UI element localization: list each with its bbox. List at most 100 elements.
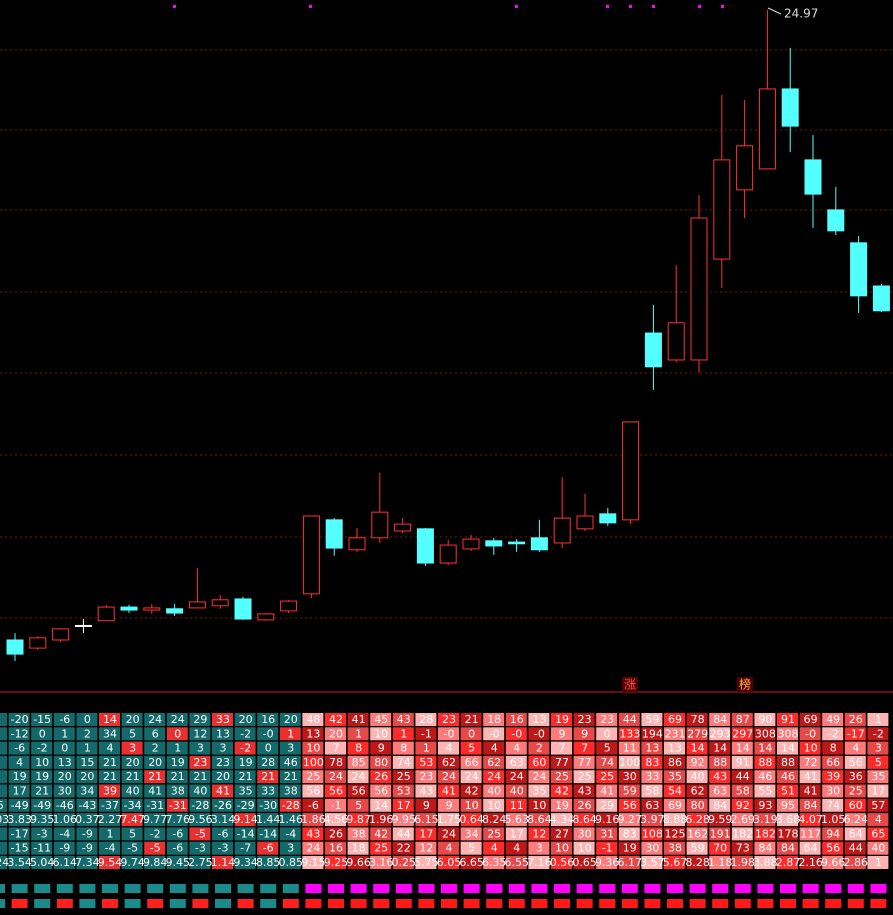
cell-bg xyxy=(121,741,143,755)
cell-value: 14 xyxy=(758,742,772,755)
cell-bg xyxy=(664,741,685,755)
cell-value: 27 xyxy=(555,827,569,840)
cell-bg xyxy=(709,770,731,784)
cell-value: 7.16 xyxy=(527,856,552,869)
cell-bg xyxy=(438,856,459,869)
cell-bg xyxy=(460,813,482,827)
cell-value: -2 xyxy=(240,727,251,740)
cell-bg xyxy=(99,770,120,784)
cell-value: 26 xyxy=(374,770,388,783)
cell-value: 4.34 xyxy=(550,813,575,826)
cell-bg xyxy=(234,755,256,769)
cell-bg xyxy=(370,798,392,812)
cell-value: 45 xyxy=(0,799,4,812)
cell-bg xyxy=(641,770,663,784)
cell-value: 84 xyxy=(804,799,818,812)
cell-value: 20 xyxy=(58,770,72,783)
cell-bg xyxy=(731,841,753,855)
cell-bg xyxy=(799,741,821,755)
cell-value: 10 xyxy=(804,742,818,755)
cell-value: 35 xyxy=(532,785,546,798)
cell-bg xyxy=(234,713,256,726)
cell-bg xyxy=(212,813,233,827)
signal-block xyxy=(712,899,729,908)
signal-block xyxy=(373,884,390,893)
cell-bg xyxy=(618,827,640,841)
cell-value: 16 xyxy=(261,713,275,726)
cell-bg xyxy=(325,841,346,855)
cell-value: 23 xyxy=(442,713,456,726)
cell-value: 6.24 xyxy=(844,813,869,826)
cell-value: 23 xyxy=(578,713,592,726)
cell-bg xyxy=(460,841,482,855)
cell-bg xyxy=(528,713,550,726)
cell-value: 14 xyxy=(736,742,750,755)
table: 2-20-15-60142024242933201620484241454328… xyxy=(0,713,889,869)
cell-bg xyxy=(415,713,437,726)
signal-block xyxy=(215,899,231,908)
cell-value: 38 xyxy=(668,842,682,855)
candle-body xyxy=(234,598,252,620)
cell-value: 3.57 xyxy=(640,856,665,869)
cell-value: 28 xyxy=(261,756,275,769)
cell-bg xyxy=(415,755,437,769)
cell-bg xyxy=(822,798,844,812)
cell-value: 9.27 xyxy=(618,813,643,826)
cell-value: 51 xyxy=(781,785,795,798)
cell-value: -6 xyxy=(172,842,183,855)
cell-bg xyxy=(618,784,640,798)
signal-block xyxy=(260,899,277,908)
cell-bg xyxy=(347,755,369,769)
cell-bg xyxy=(641,813,663,827)
cell-bg xyxy=(618,755,640,769)
cell-bg xyxy=(528,755,550,769)
cell-value: 12 xyxy=(193,727,207,740)
cell-bg xyxy=(99,798,120,812)
cell-bg xyxy=(53,841,75,855)
cell-value: 9.54 xyxy=(98,856,123,869)
cell-bg xyxy=(822,841,844,855)
cell-bg xyxy=(121,713,143,726)
signal-block xyxy=(328,899,344,908)
cell-bg xyxy=(189,813,211,827)
cell-value: -2 xyxy=(240,742,251,755)
cell-bg xyxy=(822,727,844,741)
cell-value: 20 xyxy=(126,756,140,769)
candle-body xyxy=(622,421,640,521)
cell-value: 38 xyxy=(352,827,366,840)
cell-value: 25 xyxy=(849,785,863,798)
cell-value: 3 xyxy=(287,842,294,855)
cell-value: 78 xyxy=(329,756,343,769)
signal-block xyxy=(350,884,367,893)
cell-bg xyxy=(415,841,437,855)
cell-value: 63 xyxy=(510,756,524,769)
cell-bg xyxy=(166,827,188,841)
cell-bg xyxy=(189,841,211,855)
cell-value: 3 xyxy=(197,742,204,755)
signal-rows xyxy=(0,884,887,908)
cell-bg xyxy=(0,813,7,827)
cell-bg xyxy=(686,827,708,841)
cell-value: 1 xyxy=(423,742,430,755)
cell-value: 33 xyxy=(645,770,659,783)
signal-block xyxy=(418,884,435,893)
cell-bg xyxy=(799,856,821,869)
cell-value: 2 xyxy=(536,742,543,755)
cell-value: 5.24 xyxy=(0,856,9,869)
cell-bg xyxy=(370,713,392,726)
cell-value: 90 xyxy=(758,713,772,726)
cell-bg xyxy=(551,713,572,726)
cell-value: -5 xyxy=(150,842,161,855)
signal-block xyxy=(373,899,390,908)
cell-bg xyxy=(31,798,53,812)
cell-bg xyxy=(777,755,798,769)
cell-value: 9.45 xyxy=(166,856,191,869)
cell-bg xyxy=(257,841,279,855)
cell-bg xyxy=(799,770,821,784)
cell-bg xyxy=(212,827,233,841)
cell-value: 70 xyxy=(713,842,727,855)
cell-bg xyxy=(144,727,166,741)
signal-block xyxy=(847,884,864,893)
cell-bg xyxy=(799,727,821,741)
cell-value: -5 xyxy=(127,842,138,855)
